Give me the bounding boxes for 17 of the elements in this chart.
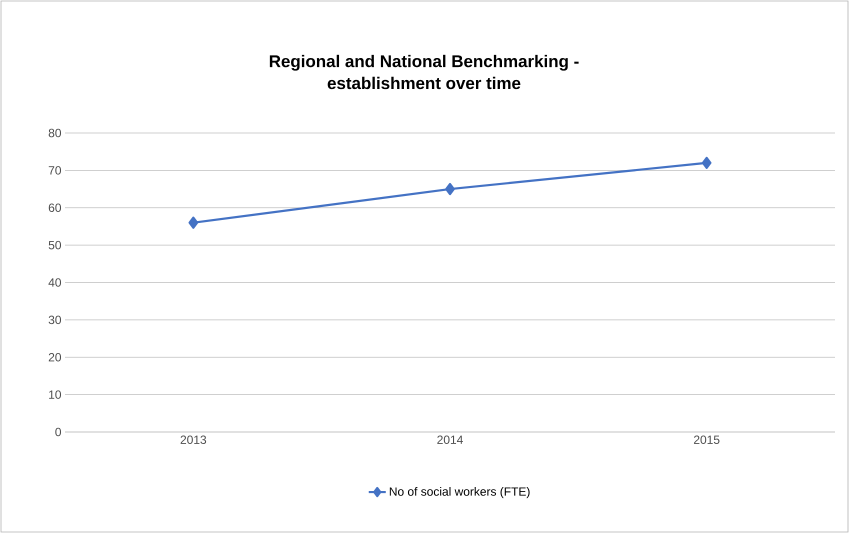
chart-title: Regional and National Benchmarking - establishment over time	[270, 54, 579, 90]
y-tick-label: 70	[48, 166, 62, 175]
x-tick-label: 2014	[437, 436, 463, 444]
y-tick-label: 60	[48, 204, 62, 212]
point	[702, 156, 712, 169]
y-tick-label: 30	[48, 316, 62, 324]
y-tick-label: 20	[48, 353, 62, 362]
x-tick-label: 2013	[180, 436, 206, 444]
y-tick-label: 50	[48, 240, 62, 250]
point	[188, 216, 198, 229]
y-tick-label: 10	[49, 390, 62, 399]
y-tick-label: 40	[48, 278, 62, 287]
legend-label: No of social workers (FTE)	[390, 487, 530, 498]
x-tick-label: 2015	[694, 436, 720, 444]
y-tick-label: 0	[55, 428, 62, 436]
y-tick-label: 80	[48, 128, 62, 138]
point	[445, 182, 455, 196]
